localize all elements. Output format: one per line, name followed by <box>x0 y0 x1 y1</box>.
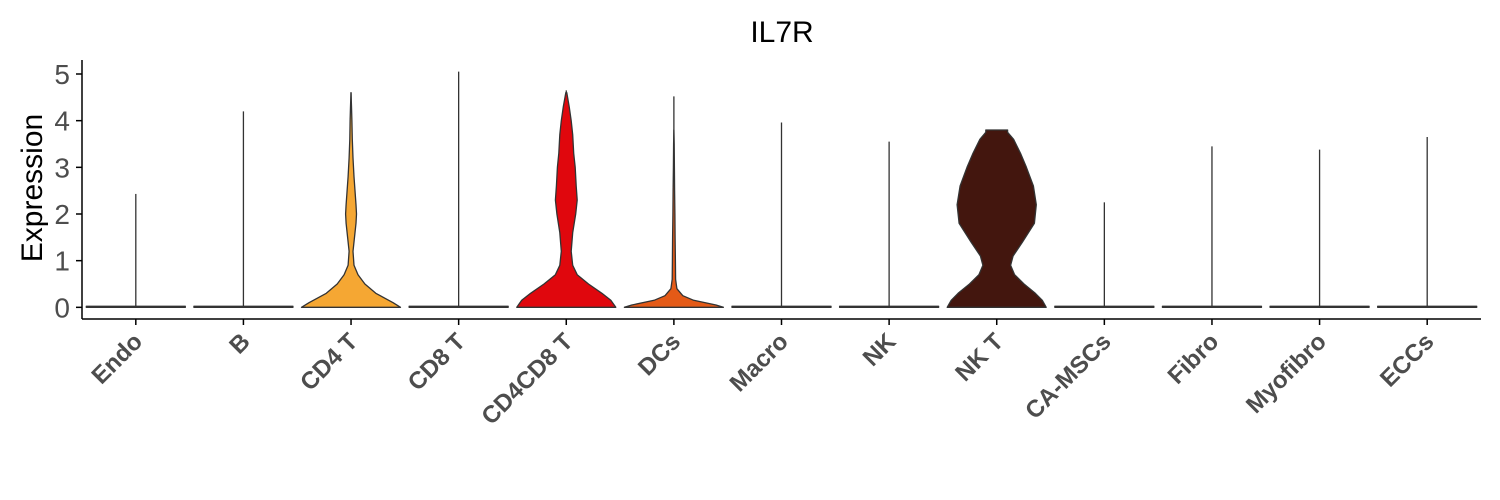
violins-layer <box>85 71 1478 308</box>
y-tick-label: 3 <box>54 152 70 183</box>
x-tick-label: Fibro <box>1163 328 1225 390</box>
x-tick-label: B <box>224 328 255 359</box>
violin-body <box>838 305 940 308</box>
violin-body <box>1377 305 1478 308</box>
x-tick-label: CD8 T <box>403 328 471 396</box>
y-tick-label: 4 <box>54 106 70 137</box>
y-tick-label: 1 <box>54 246 70 277</box>
x-tick-label: NK <box>858 328 902 372</box>
x-tick-label: Myofibro <box>1241 328 1332 419</box>
violin-body <box>1161 305 1263 308</box>
violin-body <box>1054 305 1155 308</box>
violin-b <box>193 111 294 308</box>
y-tick-label: 5 <box>54 59 70 90</box>
violin-body <box>85 305 186 308</box>
violin-body <box>623 129 725 308</box>
y-axis-label: Expression <box>16 114 49 262</box>
violin-body <box>193 305 294 308</box>
y-ticks: 0 1 2 3 4 5 <box>54 59 82 323</box>
violin-nk <box>838 141 940 308</box>
violin-body <box>946 129 1047 308</box>
x-tick-label: Endo <box>87 328 149 390</box>
violin-endo <box>85 193 186 308</box>
violin-body <box>408 305 509 308</box>
x-tick-label: NK T <box>950 328 1009 387</box>
x-tick-label: Macro <box>725 328 794 397</box>
violin-cd4cd8-t <box>516 90 617 308</box>
violin-dcs <box>623 96 725 308</box>
violin-body <box>300 92 402 308</box>
violin-macro <box>731 122 832 308</box>
violin-ca-mscs <box>1054 202 1155 308</box>
violin-fibro <box>1161 146 1263 308</box>
violin-cd8-t <box>408 71 509 308</box>
x-tick-label: DCs <box>633 328 686 381</box>
violin-body <box>516 92 617 308</box>
violin-body <box>1269 305 1370 308</box>
x-ticks: Endo B CD4 T CD8 T CD4CD8 T DCs Macro NK NK T CA-… <box>87 319 1439 430</box>
y-tick-label: 0 <box>54 292 70 323</box>
violin-myofibro <box>1269 149 1370 308</box>
y-tick-label: 2 <box>54 199 70 230</box>
violin-eccs <box>1377 137 1478 308</box>
violin-body <box>731 305 832 308</box>
chart-title: IL7R <box>750 16 813 49</box>
x-tick-label: CD4CD8 T <box>476 328 578 430</box>
x-tick-label: CD4 T <box>295 328 363 396</box>
violin-cd4-t <box>300 92 402 308</box>
x-tick-label: ECCs <box>1375 328 1439 392</box>
x-tick-label: CA-MSCs <box>1020 328 1116 424</box>
violin-nk-t <box>946 129 1047 308</box>
